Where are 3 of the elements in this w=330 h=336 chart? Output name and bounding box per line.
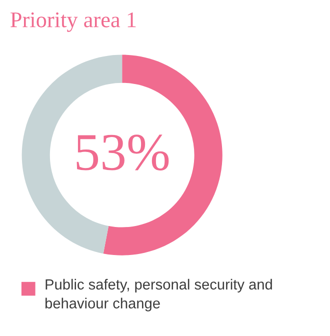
text: 53% — [76, 134, 169, 170]
chart-title: Priority area 1 — [10, 12, 136, 32]
legend-label: Public safety, personal security and behaviour change — [45, 278, 272, 312]
